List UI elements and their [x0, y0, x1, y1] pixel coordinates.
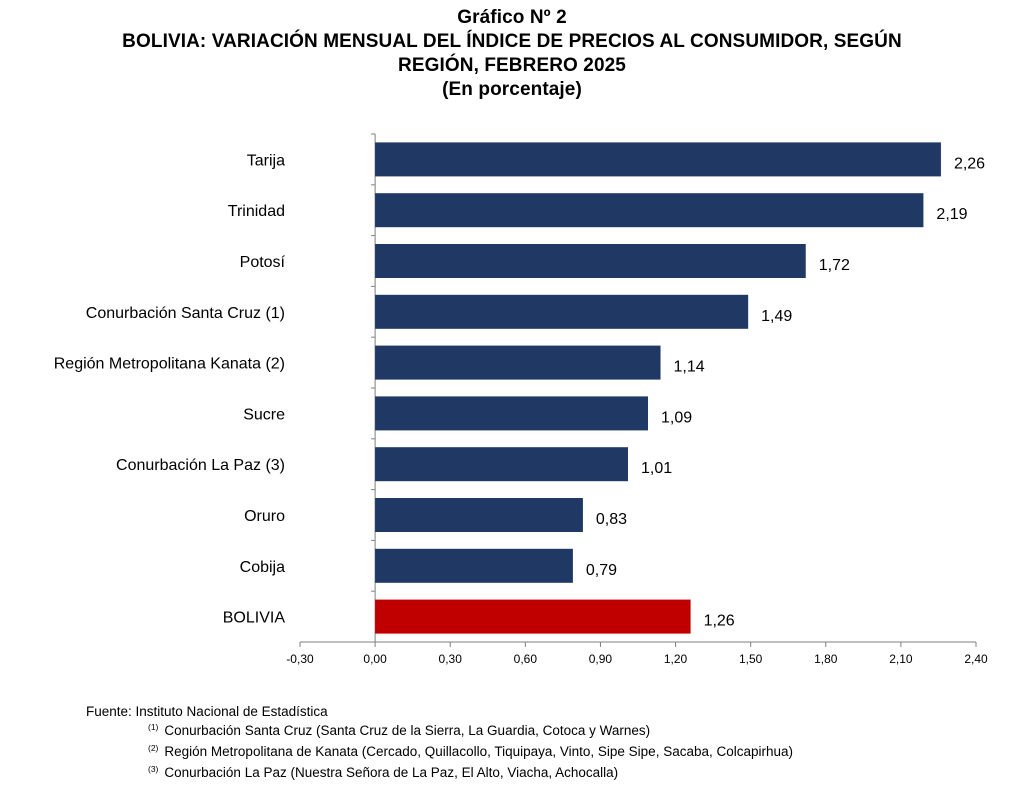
bar	[375, 244, 806, 278]
bar	[375, 142, 941, 177]
footnote-3: (3) Conurbación La Paz (Nuestra Señora de…	[86, 763, 793, 784]
category-label: Conurbación La Paz (3)	[116, 457, 285, 474]
value-label: 1,01	[641, 460, 672, 477]
category-label: Tarija	[247, 152, 285, 169]
x-tick-label: 2,10	[889, 652, 913, 666]
value-label: 1,14	[674, 359, 705, 376]
footnote-2: (2) Región Metropolitana de Kanata (Cerca…	[86, 742, 793, 763]
bar	[375, 599, 691, 634]
x-tick-label: 0,30	[439, 652, 463, 666]
category-label: Sucre	[243, 406, 285, 423]
value-label: 0,79	[586, 562, 617, 579]
x-tick-label: 1,80	[814, 652, 838, 666]
chart-number-title: Gráfico Nº 2	[457, 7, 567, 28]
footnote-3-text: Conurbación La Paz (Nuestra Señora de La…	[164, 765, 619, 780]
x-tick-label: -0,30	[286, 652, 314, 666]
x-tick-label: 0,90	[589, 652, 613, 666]
bar	[375, 345, 661, 380]
value-label: 2,19	[936, 206, 967, 223]
footnote-1-text: Conurbación Santa Cruz (Santa Cruz de la…	[164, 723, 651, 738]
x-tick-label: 2,40	[964, 652, 988, 666]
footnote-2-text: Región Metropolitana de Kanata (Cercado,…	[164, 744, 794, 759]
chart-notes: Fuente: Instituto Nacional de Estadístic…	[86, 702, 793, 784]
value-label: 2,26	[954, 155, 985, 172]
category-label: Conurbación Santa Cruz (1)	[86, 305, 285, 322]
category-label: Cobija	[240, 559, 285, 576]
value-label: 1,09	[661, 409, 692, 426]
value-label: 0,83	[596, 511, 627, 528]
chart-title-line-1: BOLIVIA: VARIACIÓN MENSUAL DEL ÍNDICE DE…	[122, 31, 902, 52]
bar	[375, 396, 649, 431]
bar	[375, 548, 573, 583]
chart-subtitle: (En porcentaje)	[442, 79, 582, 100]
value-label: 1,49	[761, 308, 792, 325]
category-label: BOLIVIA	[223, 610, 286, 627]
source-note: Fuente: Instituto Nacional de Estadístic…	[86, 704, 328, 719]
bar	[375, 498, 583, 532]
category-label: Potosí	[240, 254, 286, 271]
bar	[375, 294, 749, 329]
x-tick-label: 1,50	[739, 652, 763, 666]
bar	[375, 447, 628, 482]
bar-chart: -0,30 0,00 0,30 0,60 0,90 1,20 1,50 1,80 2,10 2,4…	[54, 133, 988, 666]
x-tick-label: 1,20	[664, 652, 688, 666]
value-label: 1,26	[704, 613, 735, 630]
footnote-1-mark: (1)	[148, 722, 159, 732]
category-label: Trinidad	[228, 203, 285, 220]
x-tick-label: 0,60	[514, 652, 538, 666]
x-tick-label: 0,00	[363, 652, 387, 666]
value-label: 1,72	[819, 257, 850, 274]
footnote-2-mark: (2)	[148, 743, 159, 753]
chart-title-block: Gráfico Nº 2 BOLIVIA: VARIACIÓN MENSUAL …	[0, 6, 1024, 102]
footnote-1: (1) Conurbación Santa Cruz (Santa Cruz de…	[86, 721, 793, 742]
category-label: Región Metropolitana Kanata (2)	[54, 356, 285, 373]
bar	[375, 193, 924, 228]
category-label: Oruro	[244, 508, 285, 525]
footnote-3-mark: (3)	[148, 764, 159, 774]
chart-title-line-2: REGIÓN, FEBRERO 2025	[398, 55, 626, 76]
